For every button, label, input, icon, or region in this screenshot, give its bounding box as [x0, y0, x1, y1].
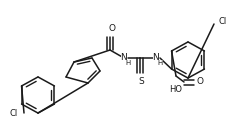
Text: Cl: Cl — [10, 108, 18, 118]
Text: N: N — [120, 54, 127, 62]
Text: O: O — [108, 24, 115, 33]
Text: H: H — [157, 60, 162, 66]
Text: Cl: Cl — [218, 17, 226, 25]
Text: H: H — [125, 60, 130, 66]
Text: N: N — [152, 54, 159, 62]
Text: HO: HO — [168, 86, 181, 94]
Text: O: O — [196, 77, 203, 87]
Text: S: S — [137, 77, 143, 86]
